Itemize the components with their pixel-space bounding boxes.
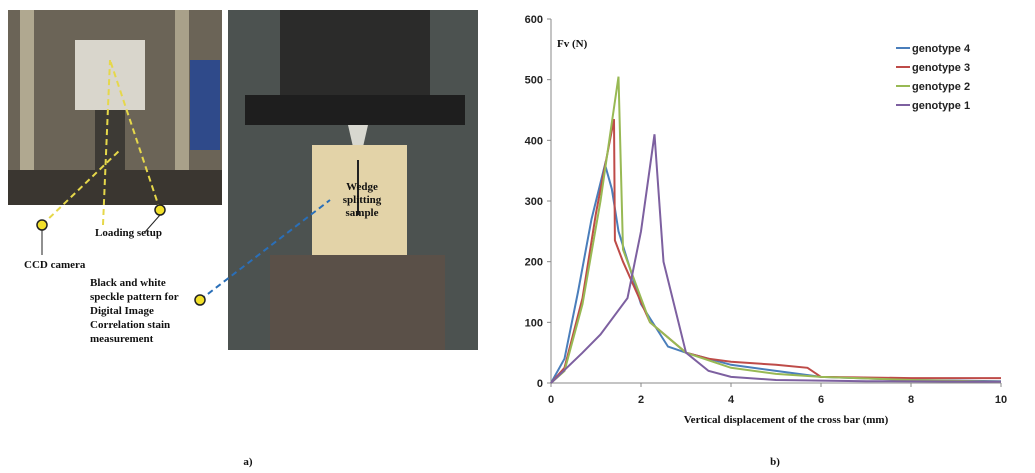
x-tick-label: 6: [818, 394, 824, 406]
series-line: [550, 76, 1002, 384]
annotation: Correlation stain: [90, 319, 170, 331]
legend-label: genotype 2: [912, 81, 970, 93]
y-tick-label: 400: [525, 135, 543, 147]
annotation: sample: [346, 207, 379, 219]
annotation-markers: [36, 204, 206, 306]
legend-label: genotype 1: [912, 100, 970, 112]
chart: 0 100 200 300 400 500 600 0 2 4 6 8 10 Fv (N) Vertical…: [525, 14, 1007, 426]
annotation-arrows: [41, 59, 331, 301]
leader-line: [144, 214, 161, 233]
x-tick-label: 10: [995, 394, 1007, 406]
annotation: speckle pattern for: [90, 291, 179, 303]
panel-label: a): [243, 456, 253, 468]
y-tick-label: 200: [525, 257, 543, 269]
annotation: Digital Image: [90, 305, 154, 317]
annotation: CCD camera: [24, 259, 86, 271]
x-tick-label: 2: [638, 394, 644, 406]
photo-loading-setup: [8, 10, 222, 205]
y-axis-label: Fv (N): [557, 38, 588, 50]
x-tick-label: 8: [908, 394, 914, 406]
annotation: Black and white: [90, 277, 166, 289]
legend-label: genotype 4: [912, 43, 971, 55]
y-tick-label: 100: [525, 317, 543, 329]
series-line: [550, 134, 1002, 384]
panel-label: b): [770, 456, 780, 468]
annotation: Loading setup: [95, 227, 162, 239]
annotation: splitting: [343, 194, 382, 206]
series-line: [550, 160, 1002, 384]
x-tick-label: 4: [728, 394, 735, 406]
x-tick-label: 0: [548, 394, 554, 406]
legend-label: genotype 3: [912, 62, 970, 74]
y-tick-label: 600: [525, 14, 543, 26]
y-tick-label: 0: [537, 378, 543, 390]
photo-wedge-sample: [228, 10, 478, 350]
y-tick-label: 300: [525, 196, 543, 208]
annotation: measurement: [90, 333, 154, 345]
x-axis-label: Vertical displacement of the cross bar (…: [684, 414, 889, 426]
series-line: [550, 118, 1001, 384]
y-tick-label: 500: [525, 75, 543, 87]
annotation: Wedge: [346, 181, 378, 193]
